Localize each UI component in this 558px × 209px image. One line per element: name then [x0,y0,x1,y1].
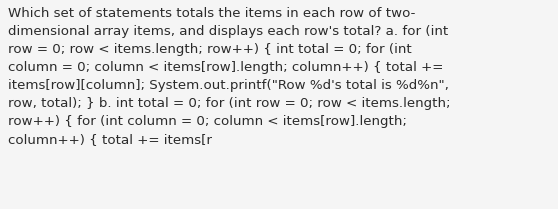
Text: Which set of statements totals the items in each row of two-
dimensional array i: Which set of statements totals the items… [8,7,451,146]
